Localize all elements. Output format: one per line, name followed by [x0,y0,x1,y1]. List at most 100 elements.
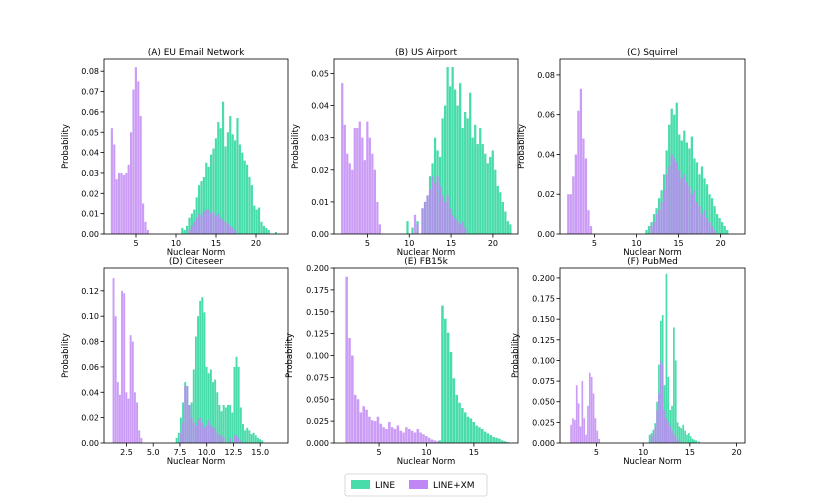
y-tick-label: 0.075 [532,377,555,386]
bar-line [250,185,253,234]
bar-line-xm [673,158,676,234]
bar-line-xm [199,417,202,443]
series-line [406,67,512,234]
y-tick-label: 0.02 [81,414,99,423]
bar-line [446,67,449,234]
bar-line [238,144,241,234]
y-tick-label: 0.08 [81,67,99,76]
panel-3: 0.00 0.02 0.04 0.06 0.08 5 10 15 20 (C) Squirrel N… [517,48,746,258]
bar-line-xm [127,398,130,443]
legend-swatch-line-xm [409,480,428,489]
bar-line [710,198,714,234]
bar-line-xm [700,214,704,234]
bar-line-xm [652,222,656,234]
bar-line [443,105,447,234]
bar-line-xm [575,385,578,443]
bar-line [475,425,478,443]
bar-line-xm [667,422,670,443]
bar-line [682,424,685,443]
y-tick-label: 0.02 [311,166,329,175]
y-tick-label: 0.06 [537,111,555,120]
bar-line [689,436,692,443]
bar-line [684,430,686,443]
y-tick-label: 0.175 [532,295,555,304]
panel-title: (E) FB15k [404,257,448,267]
bar-line-xm [410,430,414,443]
bar-line [471,137,474,234]
bar-line-xm [205,425,208,443]
y-tick-label: 0.02 [81,189,99,198]
bar-line-xm [456,221,459,234]
bar-line-xm [190,225,193,234]
bar-line-xm [663,190,666,234]
bar-line [233,366,236,443]
y-tick-label: 0.050 [532,398,555,407]
y-tick-label: 0.12 [81,287,99,296]
bar-line [486,163,489,234]
bar-line-xm [678,170,681,234]
bar-line-xm [572,418,574,443]
bar-line [678,426,681,443]
bar-line [205,366,208,443]
bar-line-xm [186,385,189,443]
bar-line-xm [233,435,236,443]
y-tick-label: 0.150 [306,308,329,317]
bar-line-xm [219,217,222,234]
bar-line-xm [690,194,694,234]
bar-line [454,89,457,234]
bar-line-xm [388,422,391,443]
bar-line-xm [182,422,185,443]
y-tick-label: 0.03 [81,169,99,178]
bar-line-xm [120,172,123,234]
y-tick-label: 0.100 [532,356,555,365]
x-tick-label: 20 [488,239,498,248]
bar-line-xm [363,160,366,234]
bar-line-xm [362,406,366,443]
bar-line-xm [567,194,570,234]
panel-2: 0.00 0.01 0.02 0.03 0.04 0.05 5 10 15 20 (B) US Ai… [291,48,519,258]
x-tick-label: 5 [133,239,138,248]
bar-line-xm [673,434,675,443]
bar-line-xm [382,427,385,443]
bar-line [209,369,212,443]
y-tick-label: 0.04 [537,150,555,159]
bar-line-xm [229,225,232,234]
panel-6: 0.000 0.025 0.050 0.075 0.100 0.125 0.150 0.175… [511,257,746,467]
bar-line-xm [188,404,191,443]
bar-line-xm [668,166,671,234]
bar-line [222,404,225,443]
bar-line-xm [346,153,349,234]
bar-line [501,201,504,234]
bar-line-xm [224,221,227,234]
bar-line-xm [449,208,452,234]
bar-line-xm [663,409,666,443]
bar-line-xm [654,428,657,443]
bar-line [224,407,227,443]
bar-line-xm [140,437,143,443]
bar-line-xm [670,154,673,234]
bar-line [695,440,698,443]
bar-line-xm [396,425,400,443]
bar-line-xm [190,417,193,443]
bar-line-xm [407,429,411,443]
bar-line [227,404,229,443]
bar-line [222,101,225,234]
bar-line-xm [122,174,125,234]
bar-line [495,437,498,443]
bar-line [256,437,259,443]
bar-line-xm [421,208,424,234]
bar-line-xm [423,201,427,234]
series-line-xm [341,83,467,234]
bar-line [224,146,227,234]
bar-line-xm [214,215,217,234]
bar-line [496,185,499,234]
bar-line-xm [370,420,374,443]
bar-line [219,128,222,234]
bar-line [259,439,262,443]
bar-line-xm [137,81,140,234]
bar-line-xm [650,436,653,443]
bar-line-xm [385,429,388,443]
bar-line [472,422,476,443]
y-tick-label: 0.125 [532,336,555,345]
legend: LINE LINE+XM [344,473,488,497]
